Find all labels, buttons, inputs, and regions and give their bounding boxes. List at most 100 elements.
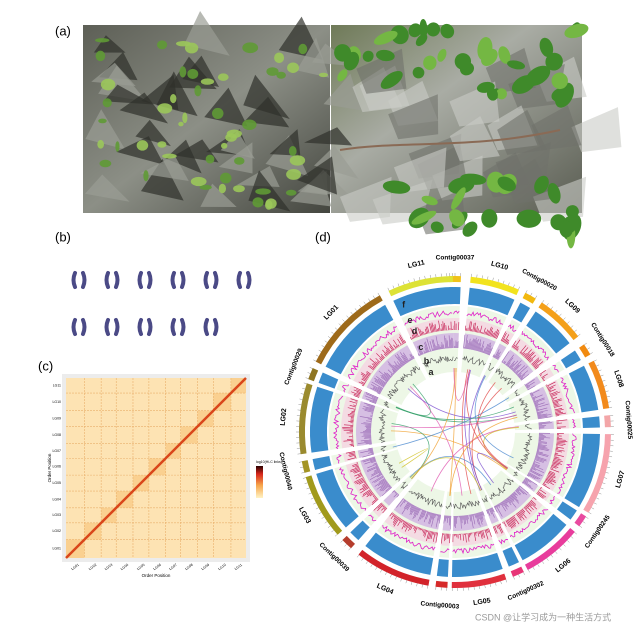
leaf — [507, 60, 526, 70]
leaf — [373, 30, 398, 45]
ring-tick — [608, 461, 612, 463]
karyotype-ring — [342, 535, 356, 549]
leaf — [362, 50, 374, 62]
purple-bar — [367, 463, 378, 469]
ring-tick — [513, 576, 515, 580]
red-bar — [372, 498, 378, 503]
synteny-link — [407, 388, 516, 419]
purple-bar — [538, 444, 547, 447]
purple-bar — [409, 504, 414, 510]
purple-bar — [535, 408, 540, 411]
purple-bar — [512, 364, 520, 372]
red-bar — [352, 463, 359, 466]
ring-tick — [574, 329, 577, 332]
leaf — [534, 175, 549, 194]
hic-x-tick-label: LG04 — [120, 563, 129, 571]
purple-bar — [419, 354, 421, 356]
purple-bar — [533, 397, 545, 403]
red-bar — [552, 399, 563, 403]
red-bar — [533, 497, 537, 500]
hic-legend-title: log10(Hi-C links) — [256, 460, 282, 464]
purple-bar — [394, 365, 399, 370]
purple-bar — [532, 394, 543, 400]
purple-bar — [497, 355, 500, 360]
gray-line — [387, 366, 420, 400]
ring-tick — [413, 278, 415, 282]
purple-bar — [367, 448, 373, 451]
purple-bar — [409, 354, 413, 360]
chromosome — [147, 271, 153, 289]
purple-bar — [393, 493, 398, 498]
red-bar — [547, 384, 556, 390]
red-bar — [424, 328, 428, 335]
ring-tick — [301, 472, 305, 474]
purple-bar — [420, 508, 422, 511]
ring-tick — [481, 275, 483, 279]
purple-bar — [533, 461, 535, 464]
purple-bar — [406, 501, 408, 503]
red-bar — [353, 389, 361, 394]
chromosome — [114, 271, 120, 289]
purple-bar — [406, 503, 412, 511]
red-bar — [366, 492, 373, 498]
blue-track — [568, 365, 599, 413]
red-bar — [430, 323, 434, 333]
red-bar — [468, 321, 471, 332]
red-bar — [555, 411, 563, 414]
leaf — [486, 87, 498, 101]
red-bar — [408, 523, 411, 528]
gray-line — [453, 500, 480, 510]
ring-tick — [313, 359, 317, 362]
synteny-link — [477, 382, 509, 469]
purple-bar — [376, 467, 380, 470]
ring-tick — [596, 497, 600, 500]
blue-track — [316, 468, 359, 528]
ring-tick — [600, 487, 604, 490]
red-bar — [353, 395, 360, 398]
blue-track — [310, 386, 334, 453]
purple-bar — [529, 469, 543, 477]
purple-bar — [493, 506, 498, 513]
red-bar — [543, 483, 547, 486]
purple-bar — [476, 343, 479, 351]
rock — [135, 119, 171, 147]
red-bar — [531, 357, 540, 365]
leaf — [285, 189, 297, 196]
magenta-line — [507, 324, 517, 332]
red-bar — [414, 526, 418, 534]
leaf — [380, 70, 403, 89]
purple-bar — [424, 351, 427, 354]
red-bar — [469, 321, 473, 332]
red-bar — [347, 414, 355, 416]
red-bar — [543, 379, 546, 382]
red-bar — [548, 473, 556, 477]
purple-bar — [490, 507, 494, 513]
purple-bar — [488, 508, 490, 511]
ring-tick — [318, 349, 322, 352]
rock — [218, 142, 253, 174]
red-bar — [349, 413, 355, 415]
red-track — [536, 487, 551, 501]
chromosome — [104, 271, 110, 289]
red-bar — [545, 384, 547, 386]
synteny-link — [430, 426, 519, 492]
leaf — [551, 87, 574, 103]
ring-tick — [359, 304, 362, 308]
ring-tick — [390, 574, 392, 578]
rock — [140, 155, 189, 182]
red-bar — [350, 468, 360, 473]
red-bar — [379, 358, 383, 361]
purple-bar — [509, 495, 515, 501]
red-bar — [426, 530, 430, 542]
purple-bar — [365, 391, 379, 399]
track-letter: d — [412, 326, 418, 336]
leaf — [99, 159, 112, 168]
red-bar — [422, 529, 425, 534]
red-bar — [539, 370, 546, 375]
red-bar — [537, 492, 545, 498]
red-bar — [421, 330, 424, 336]
purple-bar — [521, 482, 524, 484]
purple-bar — [435, 345, 437, 351]
red-bar — [441, 323, 443, 331]
segment-label: Contig00029 — [283, 347, 304, 386]
